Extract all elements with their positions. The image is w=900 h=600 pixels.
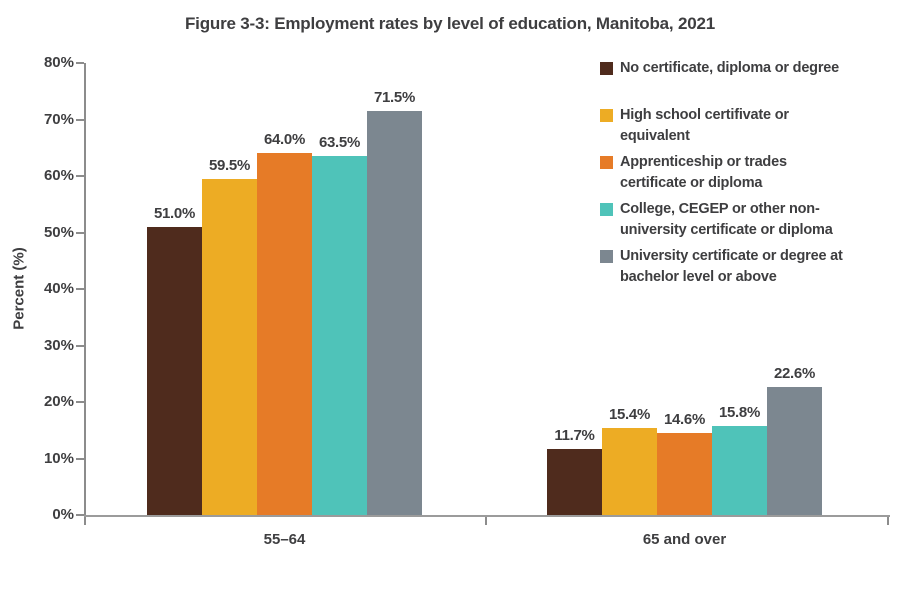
bar — [657, 432, 712, 515]
x-axis-line — [84, 515, 890, 517]
y-tick-label: 50% — [43, 223, 74, 241]
legend-item: College, CEGEP or other non-university c… — [600, 199, 900, 246]
bar-value-label: 22.6% — [773, 365, 816, 383]
legend-swatch-icon — [600, 203, 613, 216]
legend-item: High school certifivate or equivalent — [600, 105, 900, 152]
y-tick — [76, 62, 84, 64]
x-tick — [887, 517, 889, 525]
y-tick-label: 20% — [43, 393, 74, 410]
legend-label: College, CEGEP or other non-university c… — [620, 201, 833, 238]
bar-value-label: 63.5% — [318, 134, 361, 152]
category-label: 65 and over — [642, 531, 727, 548]
bar — [257, 153, 312, 515]
bar — [547, 448, 602, 515]
x-tick — [84, 517, 86, 525]
legend-swatch-icon — [600, 109, 613, 122]
y-tick-label: 80% — [43, 54, 74, 71]
y-tick-label: 10% — [43, 449, 74, 467]
legend-swatch-icon — [600, 156, 613, 169]
chart-title: Figure 3-3: Employment rates by level of… — [185, 14, 715, 33]
y-tick-label: 70% — [43, 110, 74, 128]
y-tick-label: 30% — [43, 336, 74, 354]
bar — [147, 226, 202, 515]
legend-item: No certificate, diploma or degree — [600, 58, 900, 105]
legend: No certificate, diploma or degree High sc… — [600, 58, 900, 293]
legend-label: University certificate or degree at bache… — [620, 248, 843, 285]
y-tick-label: 40% — [43, 280, 74, 297]
y-tick — [76, 175, 84, 177]
y-tick — [76, 288, 84, 290]
bar — [367, 111, 422, 515]
y-tick — [76, 401, 84, 403]
y-tick — [76, 514, 84, 516]
y-axis-line — [84, 63, 86, 517]
y-tick-label: 60% — [43, 167, 74, 184]
bar-value-label: 64.0% — [263, 131, 306, 149]
legend-label: Apprenticeship or trades certificate or d… — [620, 154, 787, 191]
legend-label: High school certifivate or equivalent — [620, 107, 789, 144]
bar — [312, 156, 367, 515]
category-label: 55–64 — [263, 531, 306, 548]
bar-value-label: 15.8% — [718, 403, 761, 421]
bar-value-label: 11.7% — [554, 426, 595, 444]
legend-swatch-icon — [600, 62, 613, 75]
legend-swatch-icon — [600, 250, 613, 263]
legend-label: No certificate, diploma or degree — [620, 60, 840, 76]
y-tick — [76, 457, 84, 460]
bar-value-label: 15.4% — [608, 405, 651, 423]
bar — [712, 425, 767, 515]
bar — [602, 427, 657, 515]
bar — [202, 178, 257, 515]
bar — [767, 387, 822, 515]
bar-value-label: 71.5% — [373, 89, 416, 107]
y-tick — [76, 344, 84, 347]
bar-value-label: 59.5% — [208, 156, 251, 174]
legend-item: University certificate or degree at bache… — [600, 246, 900, 293]
bar-value-label: 14.6% — [663, 410, 706, 428]
x-tick — [485, 517, 487, 525]
y-tick — [76, 118, 84, 121]
legend-item: Apprenticeship or trades certificate or d… — [600, 152, 900, 199]
y-tick-label: 0% — [52, 506, 74, 523]
bar-value-label: 51.0% — [153, 204, 196, 222]
y-tick — [76, 231, 84, 234]
